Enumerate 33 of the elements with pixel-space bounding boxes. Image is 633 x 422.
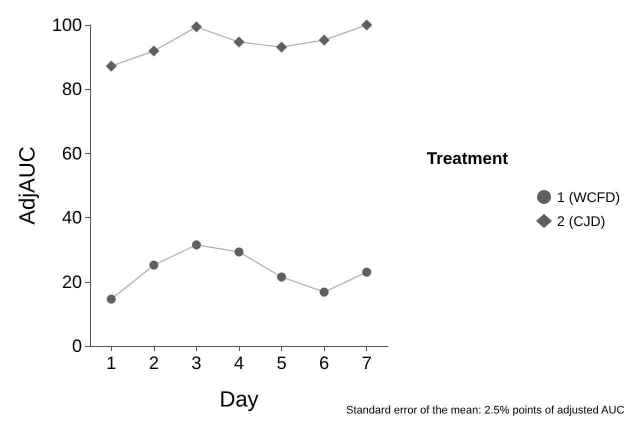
legend-label: 1 (WCFD) bbox=[557, 189, 620, 205]
y-tick-label: 100 bbox=[52, 15, 82, 35]
legend-title: Treatment bbox=[426, 149, 508, 168]
point bbox=[234, 247, 244, 256]
y-tick-label: 20 bbox=[62, 272, 82, 292]
point bbox=[149, 260, 158, 270]
point bbox=[234, 36, 244, 48]
x-tick-label: 3 bbox=[191, 353, 202, 373]
point bbox=[276, 42, 288, 53]
y-tick-label: 60 bbox=[62, 143, 82, 164]
point bbox=[106, 60, 117, 72]
y-tick-label: 80 bbox=[62, 79, 82, 100]
text: Standard error of the mean: 2.5% points of adjusted AUC bbox=[346, 404, 624, 416]
y-axis-title: AdjAUC bbox=[14, 146, 40, 225]
point bbox=[190, 21, 202, 32]
point bbox=[320, 288, 329, 297]
y-tick-label: 40 bbox=[62, 208, 82, 228]
x-tick-label: 6 bbox=[319, 353, 330, 373]
x-tick-label: 1 bbox=[106, 353, 116, 373]
point bbox=[362, 268, 372, 277]
point bbox=[277, 272, 286, 282]
y-tick-label: 0 bbox=[72, 336, 82, 356]
point bbox=[318, 34, 330, 46]
point bbox=[148, 46, 160, 56]
x-tick-label: 7 bbox=[362, 353, 372, 373]
x-axis-title: Day bbox=[219, 386, 259, 412]
point bbox=[192, 240, 201, 250]
legend-label: 2 (CJD) bbox=[557, 213, 606, 229]
point bbox=[106, 294, 116, 304]
x-tick-label: 4 bbox=[234, 353, 244, 373]
x-tick-label: 5 bbox=[276, 353, 287, 373]
x-tick-label: 2 bbox=[148, 353, 159, 373]
point bbox=[361, 20, 372, 30]
